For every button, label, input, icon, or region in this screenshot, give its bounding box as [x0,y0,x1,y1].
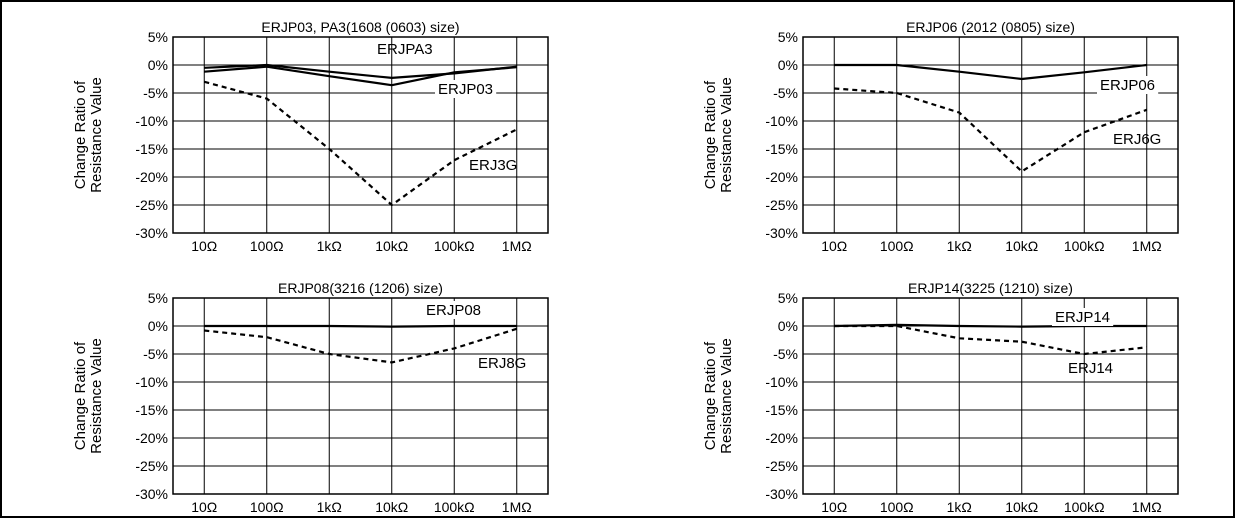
x-tick-label: 10kΩ [1005,499,1038,515]
y-tick-label: -20% [765,169,798,185]
y-tick-label: -30% [765,225,798,241]
chart-panel-2: ERJP06 (2012 (0805) size) 5% 0% -5% -10% -15%… [702,19,1179,254]
x-tick-label: 10Ω [821,238,847,254]
x-tick-label: 10kΩ [1005,238,1038,254]
x-tick-label: 1kΩ [317,499,342,515]
series-line-erjp03 [204,65,517,87]
chart-panel-1: ERJP03, PA3(1608 (0603) size) 5% 0% -5% -10%… [72,19,549,254]
plot-frame [172,36,549,234]
chart-panel-4: ERJP14(3225 (1210) size) 5% 0% -5% -10% -15% -… [702,280,1179,515]
chart-title: ERJP14(3225 (1210) size) [908,280,1073,296]
x-tick-label: 1MΩ [1132,499,1162,515]
y-axis-label-line2: Resistance Value [718,338,735,454]
series-line-erj8g [204,327,518,364]
y-tick-label: -15% [135,402,168,418]
series-label: ERJP14 [1055,309,1110,326]
x-tick-label: 10Ω [191,238,217,254]
series-line-erj6g [834,87,1148,173]
y-tick-label: -30% [765,486,798,502]
y-tick-label: -20% [765,430,798,446]
series-label: ERJ6G [1113,131,1161,148]
series-label-bg [1097,76,1159,94]
plot-frame [802,36,1179,234]
x-tick-label: 100kΩ [1064,238,1105,254]
x-tick-label: 1kΩ [317,238,342,254]
y-tick-label: -5% [773,346,798,362]
y-axis-label-line1: Change Ratio of [702,80,719,189]
y-tick-label: 0% [778,318,798,334]
y-axis-label-line2: Resistance Value [88,338,105,454]
series-label: ERJP03 [438,81,493,98]
y-tick-label: -20% [135,430,168,446]
y-tick-label: -25% [765,458,798,474]
plot-frame [172,297,549,495]
x-tick-label: 1MΩ [502,499,532,515]
chart-title: ERJP06 (2012 (0805) size) [906,19,1075,35]
y-tick-label: 0% [148,318,168,334]
series-line-erj14 [834,324,1147,356]
series-line-erjp08 [204,324,517,328]
y-tick-label: -5% [143,346,168,362]
y-axis-label-line1: Change Ratio of [72,80,89,189]
y-tick-label: -25% [135,197,168,213]
y-axis-label-line1: Change Ratio of [702,341,719,450]
x-tick-label: 10Ω [191,499,217,515]
series-label-bg [423,301,485,319]
x-tick-label: 100Ω [250,238,284,254]
series-label: ERJ8G [478,355,526,372]
y-axis-label-line1: Change Ratio of [72,341,89,450]
x-tick-label: 10kΩ [375,499,408,515]
y-tick-label: 0% [778,57,798,73]
x-tick-label: 10Ω [821,499,847,515]
series-label-bg [435,80,497,98]
x-tick-label: 100Ω [880,499,914,515]
y-tick-label: 0% [148,57,168,73]
y-tick-label: -10% [135,374,168,390]
y-tick-label: 5% [148,29,168,45]
y-axis-label-line2: Resistance Value [718,77,735,193]
y-tick-label: -20% [135,169,168,185]
x-tick-label: 100kΩ [434,499,475,515]
x-tick-label: 1MΩ [502,238,532,254]
y-tick-label: -15% [765,402,798,418]
y-tick-label: -10% [765,113,798,129]
series-line-erj3g [204,80,518,207]
y-tick-label: -15% [765,141,798,157]
y-tick-label: -25% [135,458,168,474]
x-tick-label: 100kΩ [1064,499,1105,515]
y-tick-label: -5% [773,85,798,101]
plot-area [803,298,1178,494]
series-label: ERJ14 [1068,360,1113,377]
series-label: ERJPA3 [377,41,433,58]
y-tick-label: -25% [765,197,798,213]
chart-title: ERJP03, PA3(1608 (0603) size) [261,19,459,35]
series-label: ERJ3G [469,157,517,174]
x-tick-label: 1MΩ [1132,238,1162,254]
series-line-erjp06 [834,63,1147,81]
y-tick-label: -15% [135,141,168,157]
y-tick-label: 5% [778,29,798,45]
y-tick-label: -10% [765,374,798,390]
plot-frame [802,297,1179,495]
x-tick-label: 100kΩ [434,238,475,254]
y-tick-label: -5% [143,85,168,101]
y-tick-label: 5% [778,290,798,306]
series-label: ERJP06 [1100,77,1155,94]
x-tick-label: 10kΩ [375,238,408,254]
series-label: ERJP08 [426,302,481,319]
y-tick-label: -10% [135,113,168,129]
x-tick-label: 100Ω [880,238,914,254]
y-tick-label: -30% [135,486,168,502]
chart-title: ERJP08(3216 (1206) size) [278,280,443,296]
x-tick-label: 1kΩ [947,238,972,254]
y-axis-label-line2: Resistance Value [88,77,105,193]
x-tick-label: 100Ω [250,499,284,515]
plot-area [173,298,548,494]
series-label-bg [1052,308,1114,326]
y-tick-label: 5% [148,290,168,306]
chart-panel-3: ERJP08(3216 (1206) size) 5% 0% -5% -10% -15% -… [72,280,549,515]
x-tick-label: 1kΩ [947,499,972,515]
y-tick-label: -30% [135,225,168,241]
